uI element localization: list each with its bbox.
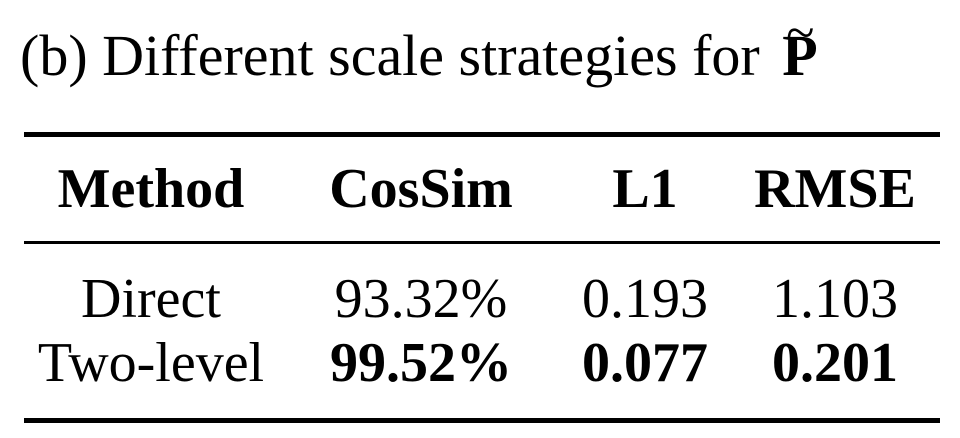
cell-l1: 0.077 (582, 332, 708, 394)
top-rule (24, 132, 940, 137)
cell-rmse: 1.103 (772, 268, 898, 330)
cell-rmse: 0.201 (772, 332, 898, 394)
header-rule (24, 241, 940, 244)
cell-cossim: 93.32% (334, 268, 508, 330)
bottom-rule (24, 418, 940, 423)
cell-l1: 0.193 (582, 268, 708, 330)
results-table: Method CosSim L1 RMSE Direct 93.32% 0.19… (20, 137, 940, 395)
header-method: Method (57, 158, 245, 220)
header-rmse: RMSE (754, 158, 916, 220)
cell-method: Two-level (37, 332, 265, 394)
symbol-letter: P (782, 23, 818, 88)
cell-cossim: 99.52% (330, 332, 512, 394)
table-caption: (b) Different scale strategies for ~ P (20, 5, 818, 96)
caption-math-symbol: ~ P (782, 5, 818, 96)
caption-text: (b) Different scale strategies for (20, 23, 760, 88)
table-row: Direct 93.32% 0.193 1.103 (20, 241, 940, 331)
tilde-accent: ~ (786, 5, 815, 62)
header-row: Method CosSim L1 RMSE (20, 137, 940, 241)
cell-method: Direct (81, 268, 221, 330)
header-l1: L1 (612, 158, 678, 220)
table-row: Two-level 99.52% 0.077 0.201 (20, 331, 940, 395)
header-cossim: CosSim (329, 158, 513, 220)
